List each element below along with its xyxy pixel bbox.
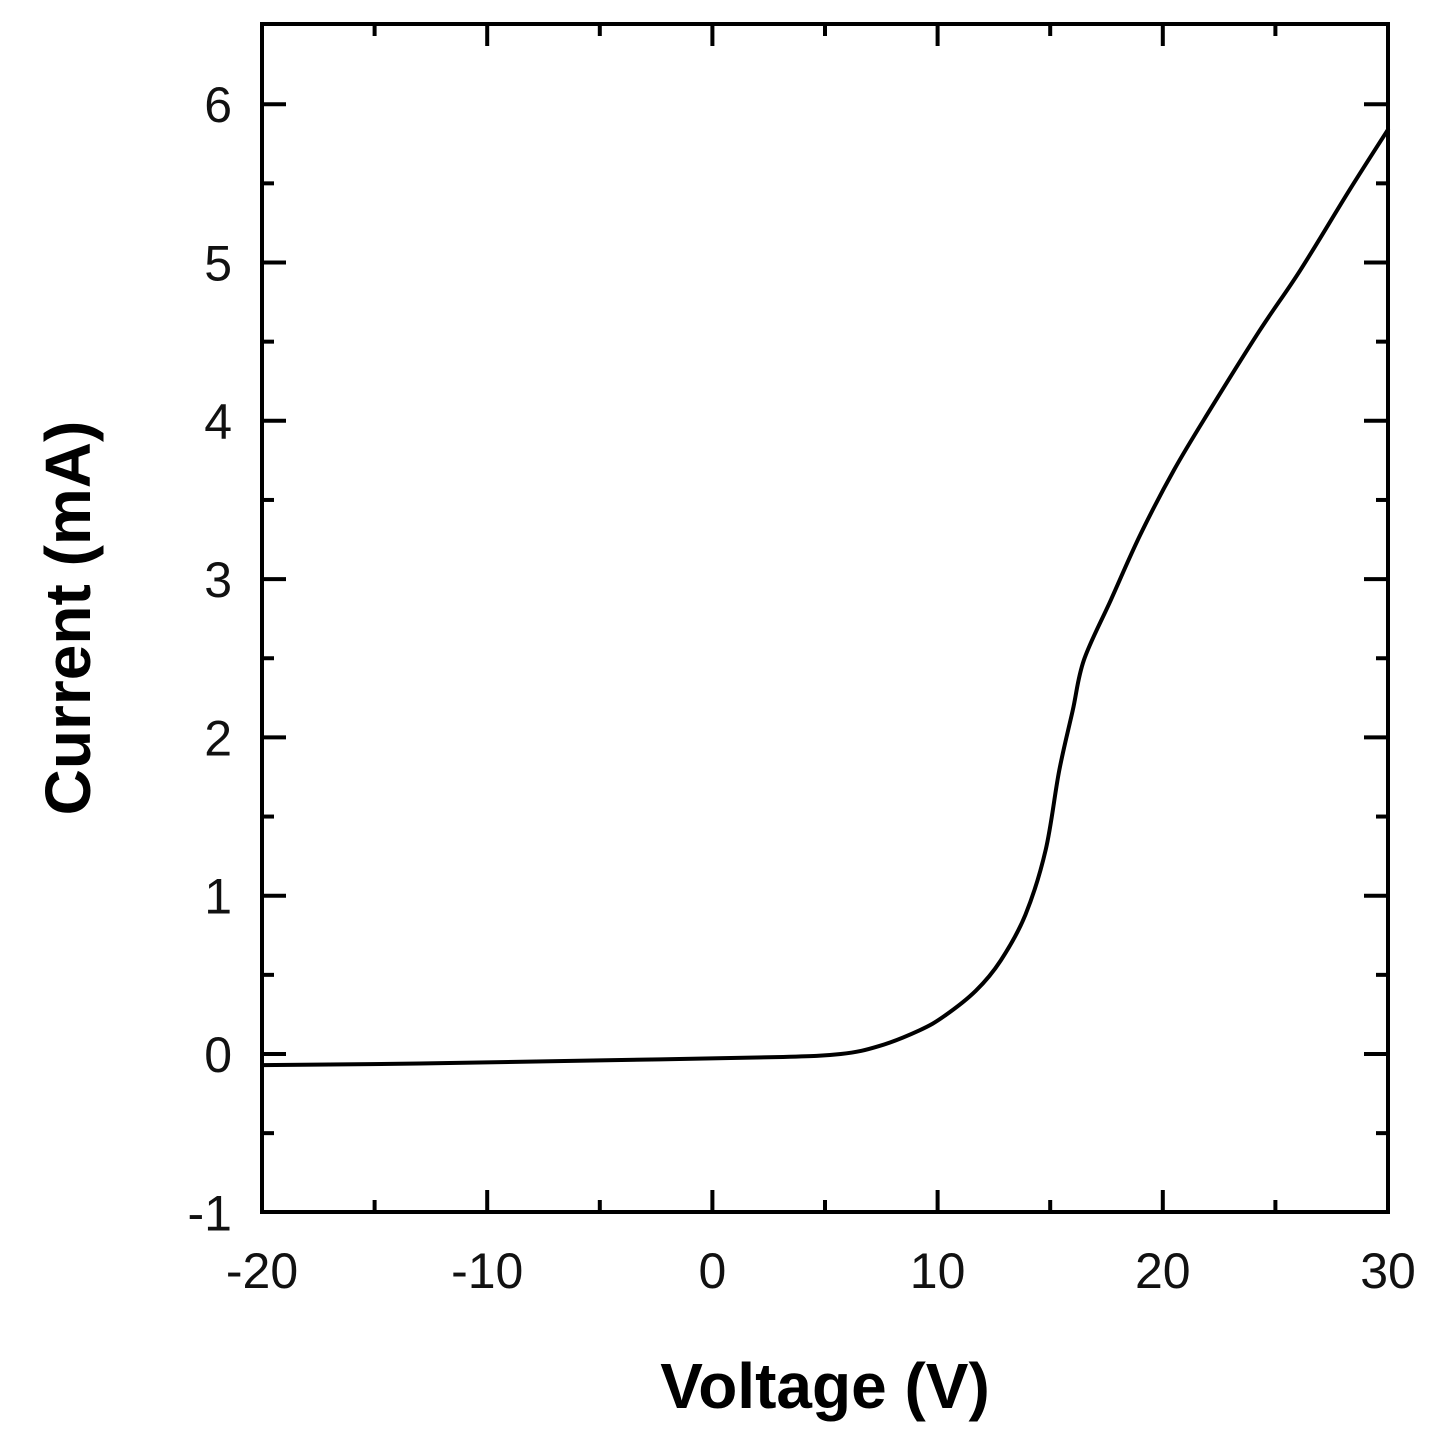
x-tick-label: 30 bbox=[1360, 1243, 1416, 1299]
y-tick-label: 1 bbox=[204, 869, 232, 925]
x-tick-label: -20 bbox=[226, 1243, 298, 1299]
data-series-line bbox=[260, 127, 1390, 1068]
y-tick-label: 0 bbox=[204, 1027, 232, 1083]
plot-frame bbox=[260, 22, 1390, 1214]
y-axis-title: Current (mA) bbox=[32, 421, 104, 816]
y-tick-label: 4 bbox=[204, 394, 232, 450]
x-tick-label: 10 bbox=[910, 1243, 966, 1299]
minor-ticks bbox=[262, 24, 1388, 1212]
x-tick-label: -10 bbox=[451, 1243, 523, 1299]
y-tick-label: 6 bbox=[204, 77, 232, 133]
major-ticks bbox=[260, 24, 1390, 1212]
x-axis-title: Voltage (V) bbox=[660, 1350, 990, 1422]
y-tick-label: -1 bbox=[188, 1185, 232, 1241]
y-tick-labels: -1 0 1 2 3 4 5 6 bbox=[188, 77, 232, 1241]
y-tick-label: 3 bbox=[204, 552, 232, 608]
y-tick-label: 5 bbox=[204, 236, 232, 292]
x-tick-labels: -20 -10 0 10 20 30 bbox=[226, 1243, 1416, 1299]
x-tick-label: 0 bbox=[698, 1243, 726, 1299]
x-tick-label: 20 bbox=[1135, 1243, 1191, 1299]
y-tick-label: 2 bbox=[204, 710, 232, 766]
